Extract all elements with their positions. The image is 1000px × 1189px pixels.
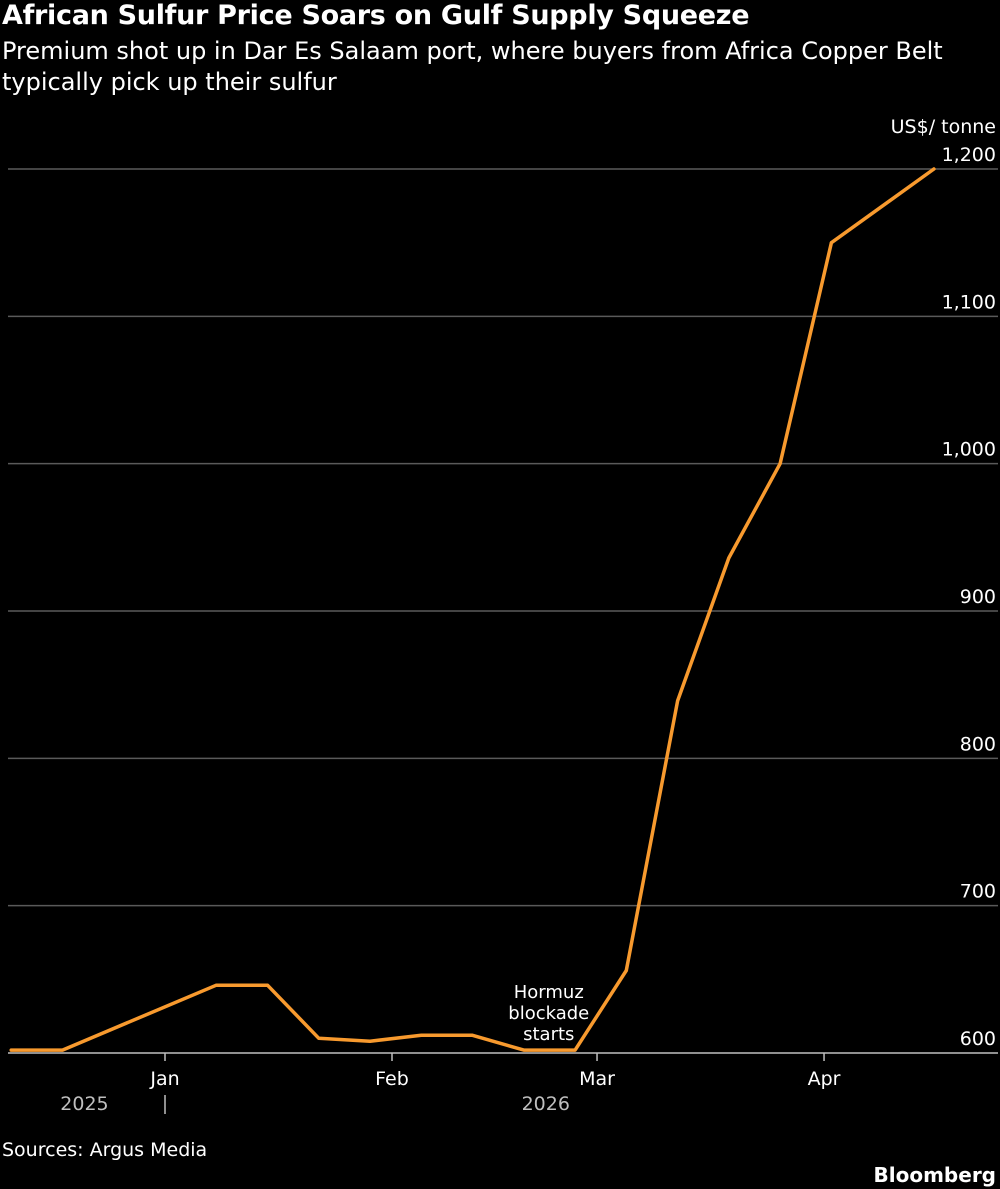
y-axis-unit-label: US$/ tonne (891, 116, 996, 138)
y-tick-label: 900 (960, 586, 996, 608)
y-tick-label: 1,200 (942, 144, 996, 166)
y-tick-label: 700 (960, 881, 996, 903)
x-tick-label: Mar (579, 1068, 615, 1090)
data-point (266, 983, 270, 987)
x-tick-label: Jan (149, 1068, 179, 1090)
y-tick-label: 1,100 (942, 291, 996, 313)
data-point (676, 699, 680, 703)
annotation-text: Hormuz (514, 982, 584, 1003)
data-point (778, 462, 782, 466)
chart-subtitle: Premium shot up in Dar Es Salaam port, w… (2, 37, 943, 96)
data-point (419, 1033, 423, 1037)
x-tick-label: Apr (808, 1068, 841, 1090)
data-point (317, 1036, 321, 1040)
data-point (9, 1048, 13, 1052)
annotation-text: blockade (508, 1003, 589, 1024)
annotation-text: starts (523, 1024, 574, 1045)
line-chart: 600 700 800 900 1,000 1,100 1,200 US$/ tonne Jan… (8, 116, 998, 1115)
y-tick-label: 1,000 (942, 439, 996, 461)
y-tick-label: 800 (960, 733, 996, 755)
chart-title: African Sulfur Price Soars on Gulf Suppl… (2, 0, 750, 31)
year-label: 2026 (522, 1093, 570, 1115)
data-point (368, 1039, 372, 1043)
series-line (9, 167, 936, 1052)
data-point (727, 556, 731, 560)
y-tick-label: 600 (960, 1028, 996, 1050)
data-point (932, 167, 936, 171)
bloomberg-logo: Bloomberg (873, 1163, 996, 1187)
data-point (829, 241, 833, 245)
source-note: Sources: Argus Media (2, 1139, 208, 1161)
data-point (471, 1033, 475, 1037)
data-point (214, 983, 218, 987)
data-point (60, 1048, 64, 1052)
data-point (573, 1048, 577, 1052)
data-point (624, 968, 628, 972)
x-tick-label: Feb (375, 1068, 409, 1090)
data-point (522, 1048, 526, 1052)
year-label: 2025 (60, 1093, 108, 1115)
